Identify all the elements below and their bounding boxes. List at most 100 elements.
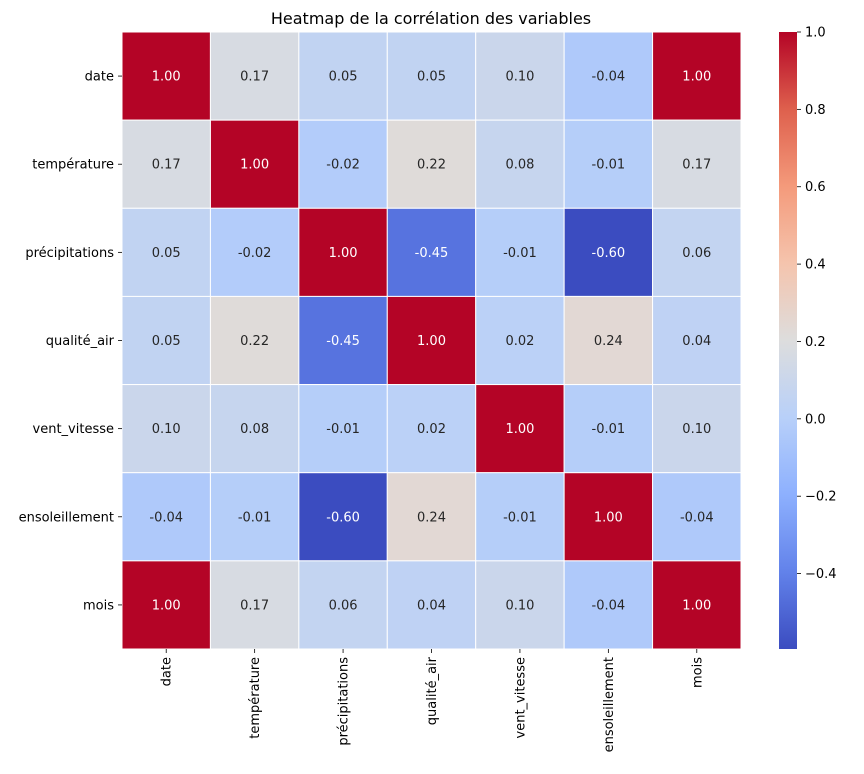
cell-value-label: 1.00 [505, 422, 534, 437]
cell-value-label: 1.00 [152, 70, 181, 85]
heatmap-cell [652, 207, 742, 297]
cell-value-label: -0.45 [326, 334, 360, 349]
heatmap-cell [121, 472, 211, 562]
column-label: ensoleillement [602, 657, 617, 752]
cell-value-label: 1.00 [682, 70, 711, 85]
cell-value-label: 0.17 [240, 598, 269, 613]
heatmap-cell [475, 31, 565, 121]
heatmap-cell [475, 207, 565, 297]
heatmap-cell [386, 560, 477, 650]
heatmap-cell [209, 207, 300, 297]
cell-value-label: 0.10 [152, 422, 181, 437]
cell-value-label: 0.05 [329, 70, 358, 85]
cell-value-label: -0.04 [680, 510, 714, 525]
heatmap-cells: 1.00 0.17 0.05 0.05 0.10 -0.04 1.00 0.17 1.00 -0.… [121, 31, 742, 650]
cell-value-label: 0.02 [505, 334, 534, 349]
cell-value-label: -0.01 [326, 422, 360, 437]
cell-value-label: 0.05 [152, 334, 181, 349]
heatmap-cell [652, 295, 742, 386]
column-labels: date température précipitations qualité_air… [160, 649, 705, 752]
heatmap-cell [475, 119, 565, 209]
cell-value-label: 0.04 [417, 598, 446, 613]
cell-value-label: 0.24 [417, 510, 446, 525]
heatmap-cell [563, 207, 654, 297]
cell-value-label: -0.02 [326, 158, 360, 173]
heatmap-cell [121, 560, 211, 650]
colorbar-tick-label: 0.8 [805, 103, 826, 118]
cell-value-label: 1.00 [329, 246, 358, 261]
heatmap-cell [563, 560, 654, 650]
heatmap-cell [121, 207, 211, 297]
row-label: date [85, 70, 114, 85]
heatmap-cell [298, 119, 388, 209]
colorbar-tick-label: 0.2 [805, 335, 826, 350]
column-label: température [248, 657, 263, 739]
heatmap-cell [209, 31, 300, 121]
cell-value-label: 0.05 [152, 246, 181, 261]
colorbar-tick-label: 0.4 [805, 258, 826, 273]
column-label: date [160, 657, 175, 686]
colorbar-tick-label: −0.4 [805, 567, 837, 582]
cell-value-label: 1.00 [240, 158, 269, 173]
cell-value-label: -0.60 [326, 510, 360, 525]
row-label: ensoleillement [19, 510, 114, 525]
cell-value-label: 0.17 [240, 70, 269, 85]
cell-value-label: 0.04 [682, 334, 711, 349]
heatmap-cell [386, 207, 477, 297]
heatmap-cell [298, 384, 388, 474]
cell-value-label: 0.17 [152, 158, 181, 173]
heatmap-cell [298, 207, 388, 297]
heatmap-cell [298, 560, 388, 650]
heatmap-cell [475, 560, 565, 650]
cell-value-label: 0.08 [240, 422, 269, 437]
heatmap-cell [121, 384, 211, 474]
row-label: vent_vitesse [33, 422, 114, 437]
heatmap-cell [121, 31, 211, 121]
cell-value-label: 0.10 [682, 422, 711, 437]
cell-value-label: -0.01 [592, 158, 626, 173]
cell-value-label: -0.01 [503, 246, 537, 261]
cell-value-label: 0.06 [682, 246, 711, 261]
row-label: mois [83, 598, 114, 613]
cell-value-label: -0.01 [503, 510, 537, 525]
cell-value-label: 1.00 [152, 598, 181, 613]
colorbar-tick-label: 0.6 [805, 180, 826, 195]
heatmap-cell [563, 295, 654, 386]
cell-value-label: -0.60 [592, 246, 626, 261]
cell-value-label: -0.04 [149, 510, 183, 525]
colorbar-tick-label: −0.2 [805, 490, 837, 505]
cell-value-label: 0.05 [417, 70, 446, 85]
heatmap-cell [121, 295, 211, 386]
row-label: qualité_air [46, 334, 115, 349]
cell-value-label: 0.06 [329, 598, 358, 613]
heatmap-cell [209, 295, 300, 386]
cell-value-label: -0.02 [238, 246, 272, 261]
heatmap-cell [563, 119, 654, 209]
heatmap-cell [652, 560, 742, 650]
colorbar-ticks: 1.0 0.8 0.6 0.4 0.2 0.0 −0.2 −0.4 [797, 26, 837, 582]
cell-value-label: 0.10 [505, 598, 534, 613]
heatmap-cell [652, 472, 742, 562]
cell-value-label: 1.00 [682, 598, 711, 613]
colorbar [779, 32, 797, 649]
heatmap-cell [563, 31, 654, 121]
heatmap-cell [298, 31, 388, 121]
heatmap-cell [209, 472, 300, 562]
cell-value-label: 0.08 [505, 158, 534, 173]
cell-value-label: -0.01 [592, 422, 626, 437]
colorbar-tick-label: 0.0 [805, 412, 826, 427]
cell-value-label: -0.45 [415, 246, 449, 261]
heatmap-cell [386, 295, 477, 386]
heatmap-cell [652, 119, 742, 209]
row-label: précipitations [25, 246, 114, 261]
heatmap-cell [475, 472, 565, 562]
heatmap-cell [386, 472, 477, 562]
column-label: vent_vitesse [513, 657, 528, 738]
cell-value-label: 0.02 [417, 422, 446, 437]
cell-value-label: 0.24 [594, 334, 623, 349]
row-labels: date température précipitations qualité_air… [19, 70, 122, 613]
column-label: mois [690, 657, 705, 688]
cell-value-label: 1.00 [594, 510, 623, 525]
cell-value-label: 0.17 [682, 158, 711, 173]
